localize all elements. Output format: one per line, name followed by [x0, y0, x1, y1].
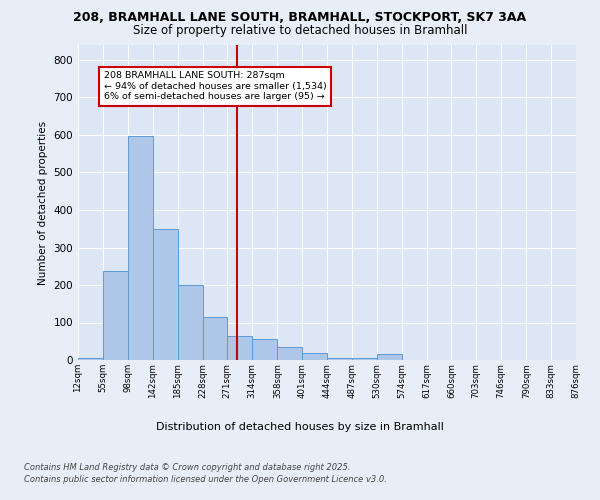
Text: Distribution of detached houses by size in Bramhall: Distribution of detached houses by size … — [156, 422, 444, 432]
Bar — [277, 347, 302, 360]
Bar — [352, 358, 377, 360]
Bar — [153, 229, 178, 360]
Bar — [377, 354, 402, 360]
Text: Contains public sector information licensed under the Open Government Licence v3: Contains public sector information licen… — [24, 475, 387, 484]
Text: 208 BRAMHALL LANE SOUTH: 287sqm
← 94% of detached houses are smaller (1,534)
6% : 208 BRAMHALL LANE SOUTH: 287sqm ← 94% of… — [104, 71, 326, 101]
Bar — [78, 358, 103, 360]
Y-axis label: Number of detached properties: Number of detached properties — [38, 120, 48, 284]
Text: Size of property relative to detached houses in Bramhall: Size of property relative to detached ho… — [133, 24, 467, 37]
Text: 208, BRAMHALL LANE SOUTH, BRAMHALL, STOCKPORT, SK7 3AA: 208, BRAMHALL LANE SOUTH, BRAMHALL, STOC… — [73, 11, 527, 24]
Bar — [327, 358, 352, 360]
Text: Contains HM Land Registry data © Crown copyright and database right 2025.: Contains HM Land Registry data © Crown c… — [24, 462, 350, 471]
Bar — [203, 317, 227, 360]
Bar — [227, 336, 252, 360]
Bar — [302, 352, 327, 360]
Bar — [178, 285, 203, 360]
Bar — [103, 271, 128, 360]
Bar — [252, 340, 277, 360]
Bar — [128, 136, 153, 360]
